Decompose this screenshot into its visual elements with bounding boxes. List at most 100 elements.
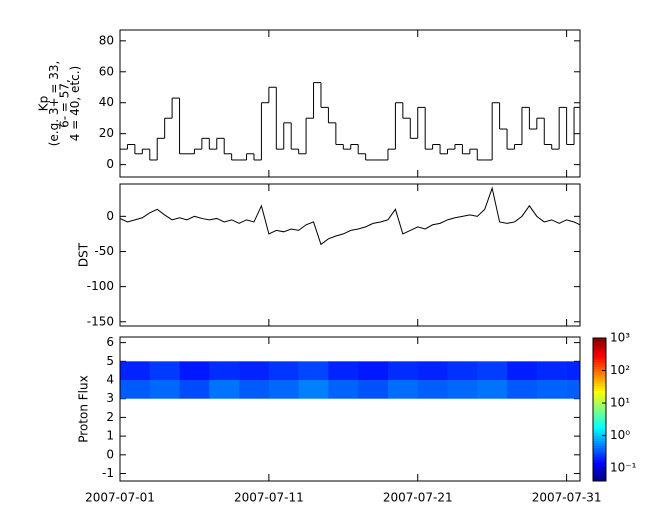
flux-cell	[387, 380, 419, 399]
y-axis-label: DST	[77, 242, 91, 267]
colorbar-segment	[593, 392, 606, 396]
y-axis-label: 6- = 57,	[58, 79, 72, 128]
y-tick-label: -50	[94, 244, 114, 258]
colorbar-segment	[593, 466, 606, 470]
colorbar-segment	[593, 414, 606, 418]
colorbar-segment	[593, 407, 606, 410]
colorbar-segment	[593, 402, 606, 406]
colorbar-segment	[593, 419, 606, 422]
colorbar-tick-label: 10⁻¹	[610, 461, 637, 475]
flux-cell	[120, 361, 151, 381]
colorbar-segment	[593, 459, 606, 463]
flux-cell	[179, 380, 210, 399]
flux-cell	[447, 380, 478, 399]
flux-cell	[417, 380, 448, 399]
flux-cell	[566, 380, 580, 399]
colorbar-segment	[593, 476, 606, 480]
flux-cell	[358, 361, 389, 381]
y-tick-label: 80	[99, 33, 114, 47]
y-axis-label: (e.g. 3+ = 33,	[47, 61, 61, 147]
y-tick-label: 20	[99, 126, 114, 140]
colorbar-segment	[593, 421, 606, 425]
flux-cell	[417, 361, 448, 381]
colorbar-segment	[593, 428, 606, 432]
colorbar-segment	[593, 440, 606, 444]
colorbar-segment	[593, 371, 606, 375]
flux-cell	[536, 380, 567, 399]
colorbar-tick-label: 10¹	[610, 396, 630, 410]
colorbar-segment	[593, 469, 606, 472]
colorbar-segment	[593, 435, 606, 439]
colorbar-segment	[593, 364, 606, 368]
colorbar-segment	[593, 376, 606, 380]
colorbar-segment	[593, 423, 606, 427]
y-tick-label: 3	[106, 391, 114, 405]
colorbar-segment	[593, 357, 606, 360]
colorbar-segment	[593, 409, 606, 413]
colorbar-segment	[593, 478, 606, 482]
flux-cell	[387, 361, 419, 381]
colorbar-segment	[593, 442, 606, 446]
colorbar-segment	[593, 471, 606, 475]
flux-cell	[536, 361, 567, 381]
y-tick-label: 1	[106, 429, 114, 443]
colorbar-segment	[593, 359, 606, 363]
flux-cell	[149, 361, 180, 381]
colorbar-tick-label: 10³	[610, 331, 630, 345]
y-tick-label: 0	[106, 157, 114, 171]
colorbar-segment	[593, 373, 606, 377]
colorbar-segment	[593, 347, 606, 351]
y-tick-label: -1	[102, 466, 114, 480]
colorbar-segment	[593, 395, 606, 399]
colorbar-segment	[593, 450, 606, 453]
colorbar-segment	[593, 352, 606, 356]
flux-cell	[507, 380, 538, 399]
colorbar-segment	[593, 426, 606, 430]
colorbar-segment	[593, 338, 606, 341]
flux-cell	[507, 361, 538, 381]
y-axis-label: Proton Flux	[77, 375, 91, 442]
colorbar-segment	[593, 361, 606, 365]
y-axis-label: 4 = 40, etc.)	[68, 66, 82, 141]
x-tick-label: 2007-07-11	[234, 491, 304, 505]
colorbar-segment	[593, 345, 606, 349]
colorbar-segment	[593, 388, 606, 391]
colorbar-segment	[593, 385, 606, 389]
plot-frame	[119, 183, 581, 327]
y-tick-label: 5	[106, 354, 114, 368]
flux-cell	[477, 361, 508, 381]
colorbar-segment	[593, 378, 606, 382]
flux-cell	[179, 361, 210, 381]
colorbar-segment	[593, 380, 606, 384]
colorbar-segment	[593, 454, 606, 458]
flux-cell	[239, 361, 270, 381]
flux-cell	[149, 380, 180, 399]
colorbar-segment	[593, 404, 606, 408]
flux-cell	[209, 380, 240, 399]
colorbar-segment	[593, 464, 606, 468]
flux-cell	[268, 361, 299, 381]
colorbar-segment	[593, 366, 606, 370]
x-tick-label: 2007-07-21	[383, 491, 453, 505]
colorbar-segment	[593, 397, 606, 401]
y-tick-label: -150	[87, 314, 114, 328]
colorbar-segment	[593, 368, 606, 372]
flux-cell	[268, 380, 299, 399]
y-tick-label: 0	[106, 209, 114, 223]
colorbar-segment	[593, 342, 606, 346]
colorbar-segment	[593, 383, 606, 387]
colorbar-segment	[593, 461, 606, 465]
x-tick-label: 2007-07-01	[85, 491, 155, 505]
flux-cell	[358, 380, 389, 399]
colorbar-frame	[592, 337, 607, 482]
colorbar-segment	[593, 473, 606, 477]
flux-cell	[239, 380, 270, 399]
flux-cell	[298, 361, 329, 381]
colorbar-tick-label: 10⁰	[610, 428, 630, 442]
plot-frame	[119, 336, 581, 482]
flux-cell	[209, 361, 240, 381]
colorbar-segment	[593, 457, 606, 461]
flux-cell	[328, 361, 359, 381]
colorbar-segment	[593, 447, 606, 451]
